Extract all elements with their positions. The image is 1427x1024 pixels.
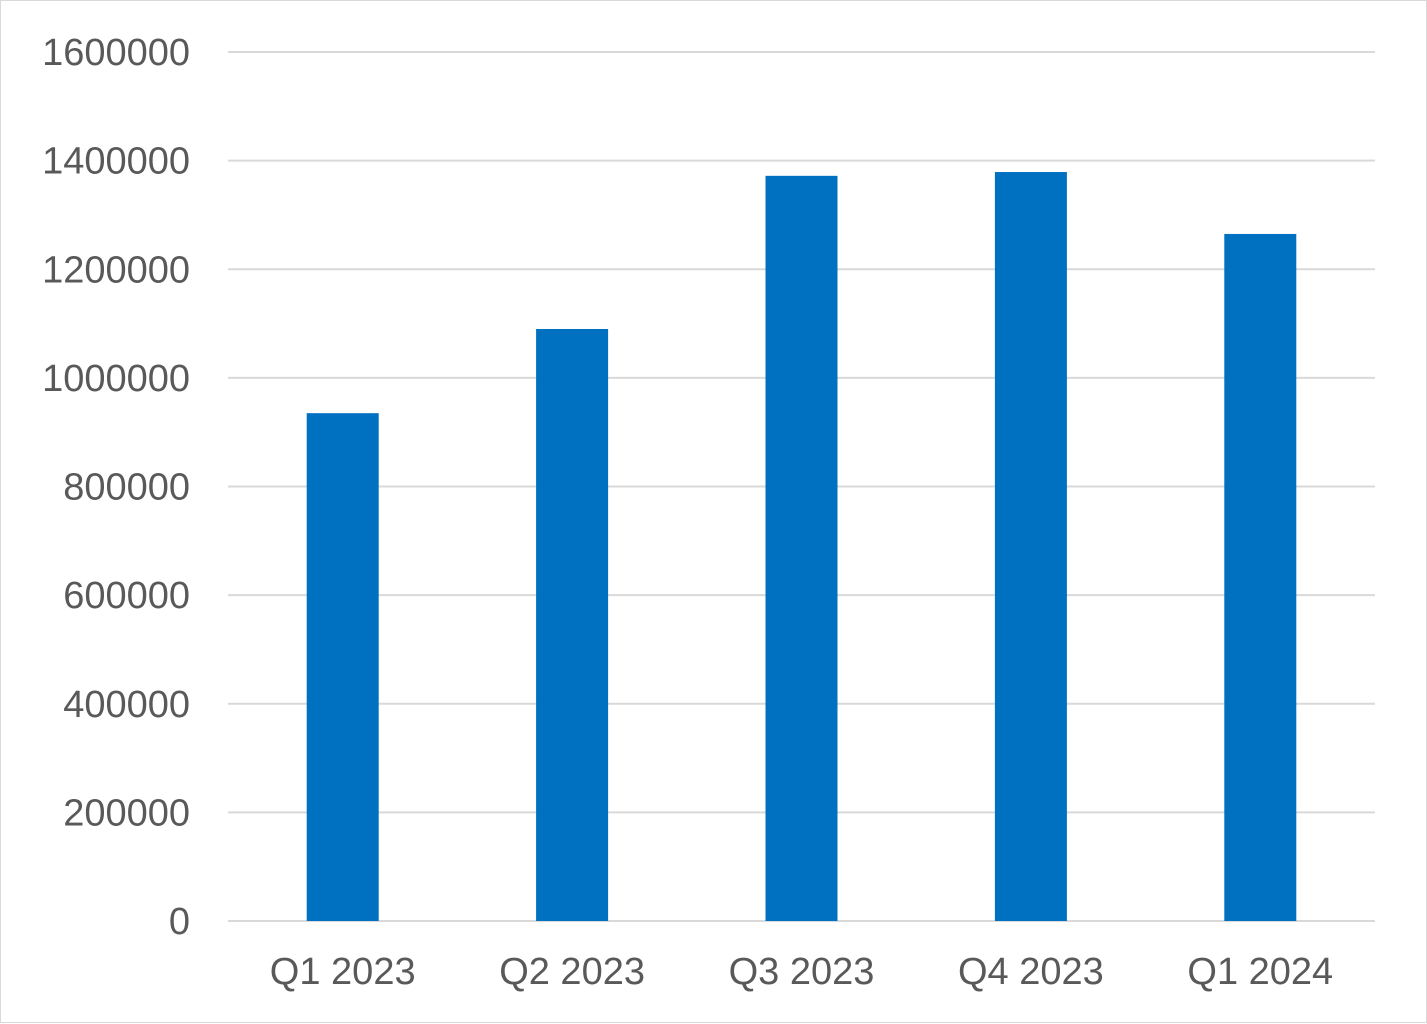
y-tick-label-0: 0 [169,901,190,943]
x-tick-label-q1-2024: Q1 2024 [1187,951,1333,993]
y-tick-label-200000: 200000 [63,792,190,834]
x-tick-label-q3-2023: Q3 2023 [729,951,875,993]
bar-q1-2024 [1224,233,1297,921]
y-tick-label-800000: 800000 [63,467,190,509]
y-tick-label-400000: 400000 [63,684,190,726]
bar-q4-2023 [994,172,1067,921]
x-tick-label-q2-2023: Q2 2023 [499,951,645,993]
bar-q3-2023 [765,175,838,921]
x-tick-label-q4-2023: Q4 2023 [958,951,1104,993]
x-axis-tick-labels: Q1 2023 Q2 2023 Q3 2023 Q4 2023 Q1 2024 [270,951,1333,993]
bar-q2-2023 [536,328,609,921]
x-tick-label-q1-2023: Q1 2023 [270,951,416,993]
bars [306,172,1297,921]
y-tick-label-1000000: 1000000 [42,358,190,400]
y-axis-tick-labels: 0 200000 400000 600000 800000 1000000 1200000 1… [42,32,190,943]
y-tick-label-1200000: 1200000 [42,249,190,291]
y-tick-label-1400000: 1400000 [42,141,190,183]
bar-q1-2023 [306,413,379,921]
y-tick-label-600000: 600000 [63,575,190,617]
y-tick-label-1600000: 1600000 [42,32,190,74]
